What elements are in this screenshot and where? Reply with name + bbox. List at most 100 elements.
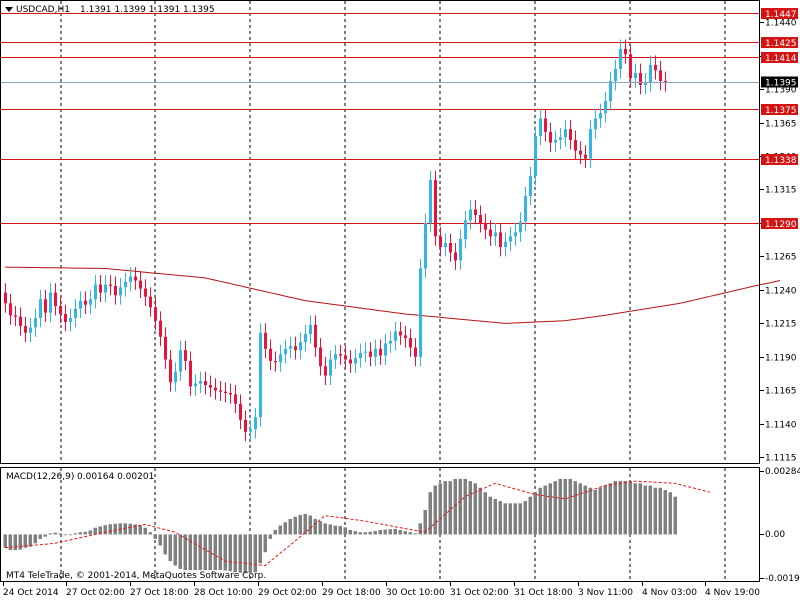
- macd-bar: [33, 534, 37, 544]
- macd-bar: [138, 525, 142, 535]
- candle-body: [284, 348, 287, 355]
- candle-body: [169, 359, 172, 383]
- current-price-box: [761, 76, 798, 88]
- candle-body: [614, 68, 617, 81]
- macd-bar: [593, 490, 597, 535]
- candle-body: [634, 72, 637, 79]
- macd-bar: [633, 483, 637, 535]
- price-tick-label: 1.1190: [765, 354, 797, 364]
- level-label-box: [761, 8, 798, 19]
- candle-body: [144, 288, 147, 297]
- candle-body: [99, 284, 102, 293]
- candle-body: [519, 221, 522, 233]
- macd-bar: [208, 534, 212, 570]
- time-tick-label: 29 Oct 18:00: [322, 588, 381, 598]
- macd-bar: [568, 478, 572, 535]
- candle-body: [474, 209, 477, 215]
- candle-body: [564, 129, 567, 138]
- macd-bar: [288, 518, 292, 535]
- macd-bar: [613, 481, 617, 535]
- macd-panel-frame: [0, 467, 760, 582]
- macd-bar: [28, 534, 32, 547]
- candle-body: [424, 222, 427, 269]
- macd-signal-line: [4, 480, 711, 567]
- candle-body: [589, 129, 592, 159]
- chevron-down-icon[interactable]: [5, 7, 13, 12]
- candle-body: [434, 180, 437, 237]
- candle-body: [559, 137, 562, 140]
- candle-body: [369, 351, 372, 357]
- macd-bar: [268, 534, 272, 539]
- candle-body: [499, 232, 502, 248]
- macd-tick-label: -0.00198: [765, 574, 800, 584]
- candle-body: [384, 343, 387, 356]
- time-tick-label: 27 Oct 18:00: [130, 588, 189, 598]
- candle-body: [234, 394, 237, 404]
- macd-bar: [433, 485, 437, 535]
- candle-body: [164, 336, 167, 360]
- macd-bar: [653, 487, 657, 535]
- macd-bar: [353, 531, 357, 535]
- symbol-label: USDCAD,H1: [16, 5, 70, 15]
- candle-body: [604, 101, 607, 114]
- macd-bar: [218, 534, 222, 570]
- candle-body: [609, 80, 612, 102]
- macd-bar: [508, 503, 512, 535]
- candle-body: [464, 220, 467, 240]
- macd-bar: [438, 483, 442, 535]
- macd-bar: [343, 527, 347, 535]
- candle-body: [44, 299, 47, 313]
- macd-bar: [238, 534, 242, 573]
- candle-body: [54, 292, 57, 306]
- macd-bar: [263, 534, 267, 553]
- candle-body: [339, 354, 342, 356]
- price-tick-label: 1.1165: [765, 387, 797, 397]
- candle-body: [94, 284, 97, 300]
- price-tick-label: 1.1390: [765, 86, 797, 96]
- macd-bar: [548, 483, 552, 535]
- time-tick-label: 31 Oct 02:00: [450, 588, 509, 598]
- candle-body: [539, 118, 542, 136]
- candle-body: [329, 359, 332, 376]
- candle-body: [219, 390, 222, 392]
- price-tick-label: 1.1215: [765, 320, 797, 330]
- macd-bar: [68, 534, 72, 536]
- candle-body: [544, 118, 547, 132]
- macd-bar: [328, 524, 332, 535]
- candle-body: [509, 236, 512, 242]
- macd-bar: [583, 485, 587, 535]
- macd-bar: [383, 529, 387, 535]
- macd-bar: [323, 523, 327, 535]
- candle-body: [649, 64, 652, 83]
- macd-values: 0.00164 0.00201: [77, 472, 154, 482]
- candle-body: [374, 348, 377, 357]
- candle-body: [74, 308, 77, 319]
- candle-body: [569, 129, 572, 140]
- macd-bar: [528, 496, 532, 535]
- candle-body: [4, 292, 7, 304]
- candle-body: [199, 380, 202, 384]
- macd-bar: [258, 534, 262, 564]
- macd-bar: [453, 478, 457, 535]
- candle-body: [479, 214, 482, 223]
- candle-body: [524, 196, 527, 222]
- macd-bar: [448, 481, 452, 535]
- macd-bar: [298, 514, 302, 535]
- candle-body: [84, 300, 87, 305]
- candle-body: [49, 292, 52, 313]
- macd-bar: [518, 503, 522, 535]
- candle-body: [239, 403, 242, 420]
- candle-body: [244, 419, 247, 432]
- macd-bar: [553, 481, 557, 535]
- candle-body: [664, 80, 667, 83]
- candle-body: [224, 391, 227, 394]
- macd-bar: [23, 534, 27, 548]
- macd-bar: [248, 534, 252, 573]
- candle-body: [344, 355, 347, 360]
- candle-body: [189, 360, 192, 387]
- macd-bar: [533, 492, 537, 535]
- macd-bar: [488, 496, 492, 535]
- macd-bar: [53, 532, 57, 535]
- candle-body: [319, 347, 322, 367]
